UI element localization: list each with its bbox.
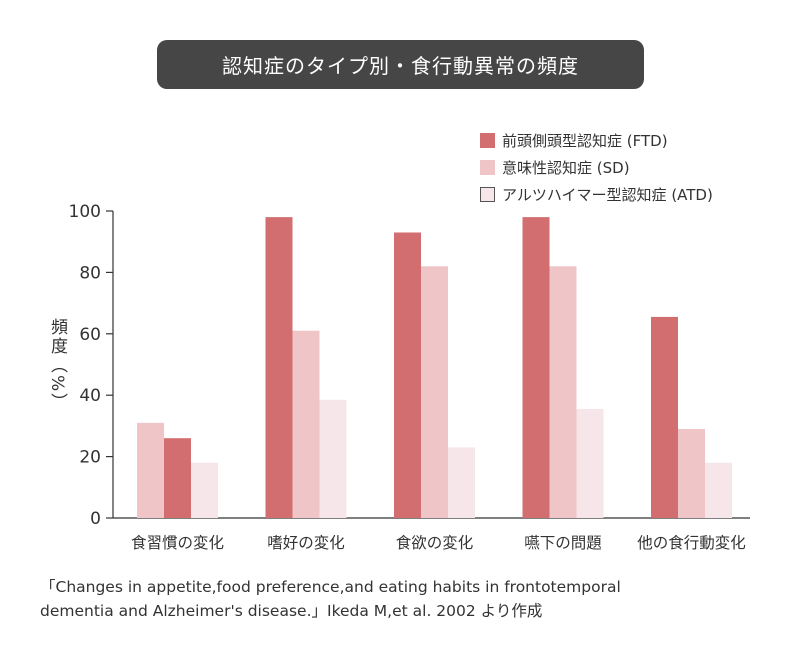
- x-tick-label: 嚥下の問題: [524, 534, 602, 552]
- y-tick-label: 20: [79, 448, 101, 468]
- legend-swatch-ftd: [480, 133, 495, 148]
- source-note-line-1: 「Changes in appetite,food preference,and…: [40, 578, 621, 596]
- bar: [448, 447, 475, 518]
- y-tick-label: 0: [90, 509, 101, 529]
- x-tick-label: 食欲の変化: [396, 534, 474, 552]
- legend-swatch-atd: [480, 187, 495, 202]
- legend-item-sd: 意味性認知症 (SD): [480, 154, 713, 181]
- legend-label-atd: アルツハイマー型認知症 (ATD): [502, 186, 713, 204]
- bar: [292, 330, 320, 518]
- bar: [678, 428, 705, 518]
- chart-title: 認知症のタイプ別・食行動異常の頻度: [157, 40, 644, 89]
- bar: [522, 217, 550, 518]
- y-tick-label: 80: [79, 263, 101, 283]
- bar: [421, 266, 448, 518]
- legend-item-ftd: 前頭側頭型認知症 (FTD): [480, 127, 713, 154]
- legend: 前頭側頭型認知症 (FTD) 意味性認知症 (SD) アルツハイマー型認知症 (…: [480, 127, 713, 208]
- bar: [394, 232, 421, 519]
- x-tick-label: 食習慣の変化: [131, 534, 224, 552]
- y-tick-label: 40: [79, 386, 101, 406]
- y-tick-label: 60: [79, 325, 101, 345]
- y-tick-label: 100: [69, 202, 101, 222]
- bar: [319, 399, 347, 518]
- source-note: 「Changes in appetite,food preference,and…: [40, 575, 621, 623]
- x-tick-label: 嗜好の変化: [267, 534, 345, 552]
- bar: [705, 462, 732, 518]
- legend-label-sd: 意味性認知症 (SD): [502, 159, 630, 177]
- source-note-line-2: dementia and Alzheimer's disease.」Ikeda …: [40, 602, 543, 620]
- y-axis-label: 頻度（%）: [47, 318, 67, 413]
- bar: [549, 266, 577, 518]
- legend-item-atd: アルツハイマー型認知症 (ATD): [480, 181, 713, 208]
- bar: [137, 422, 164, 518]
- legend-swatch-sd: [480, 160, 495, 175]
- x-tick-label: 他の食行動変化: [637, 534, 746, 552]
- bar: [265, 217, 293, 518]
- bar: [164, 438, 191, 518]
- bar: [191, 462, 218, 518]
- bar: [651, 316, 678, 518]
- bar: [576, 409, 604, 518]
- legend-label-ftd: 前頭側頭型認知症 (FTD): [502, 132, 668, 150]
